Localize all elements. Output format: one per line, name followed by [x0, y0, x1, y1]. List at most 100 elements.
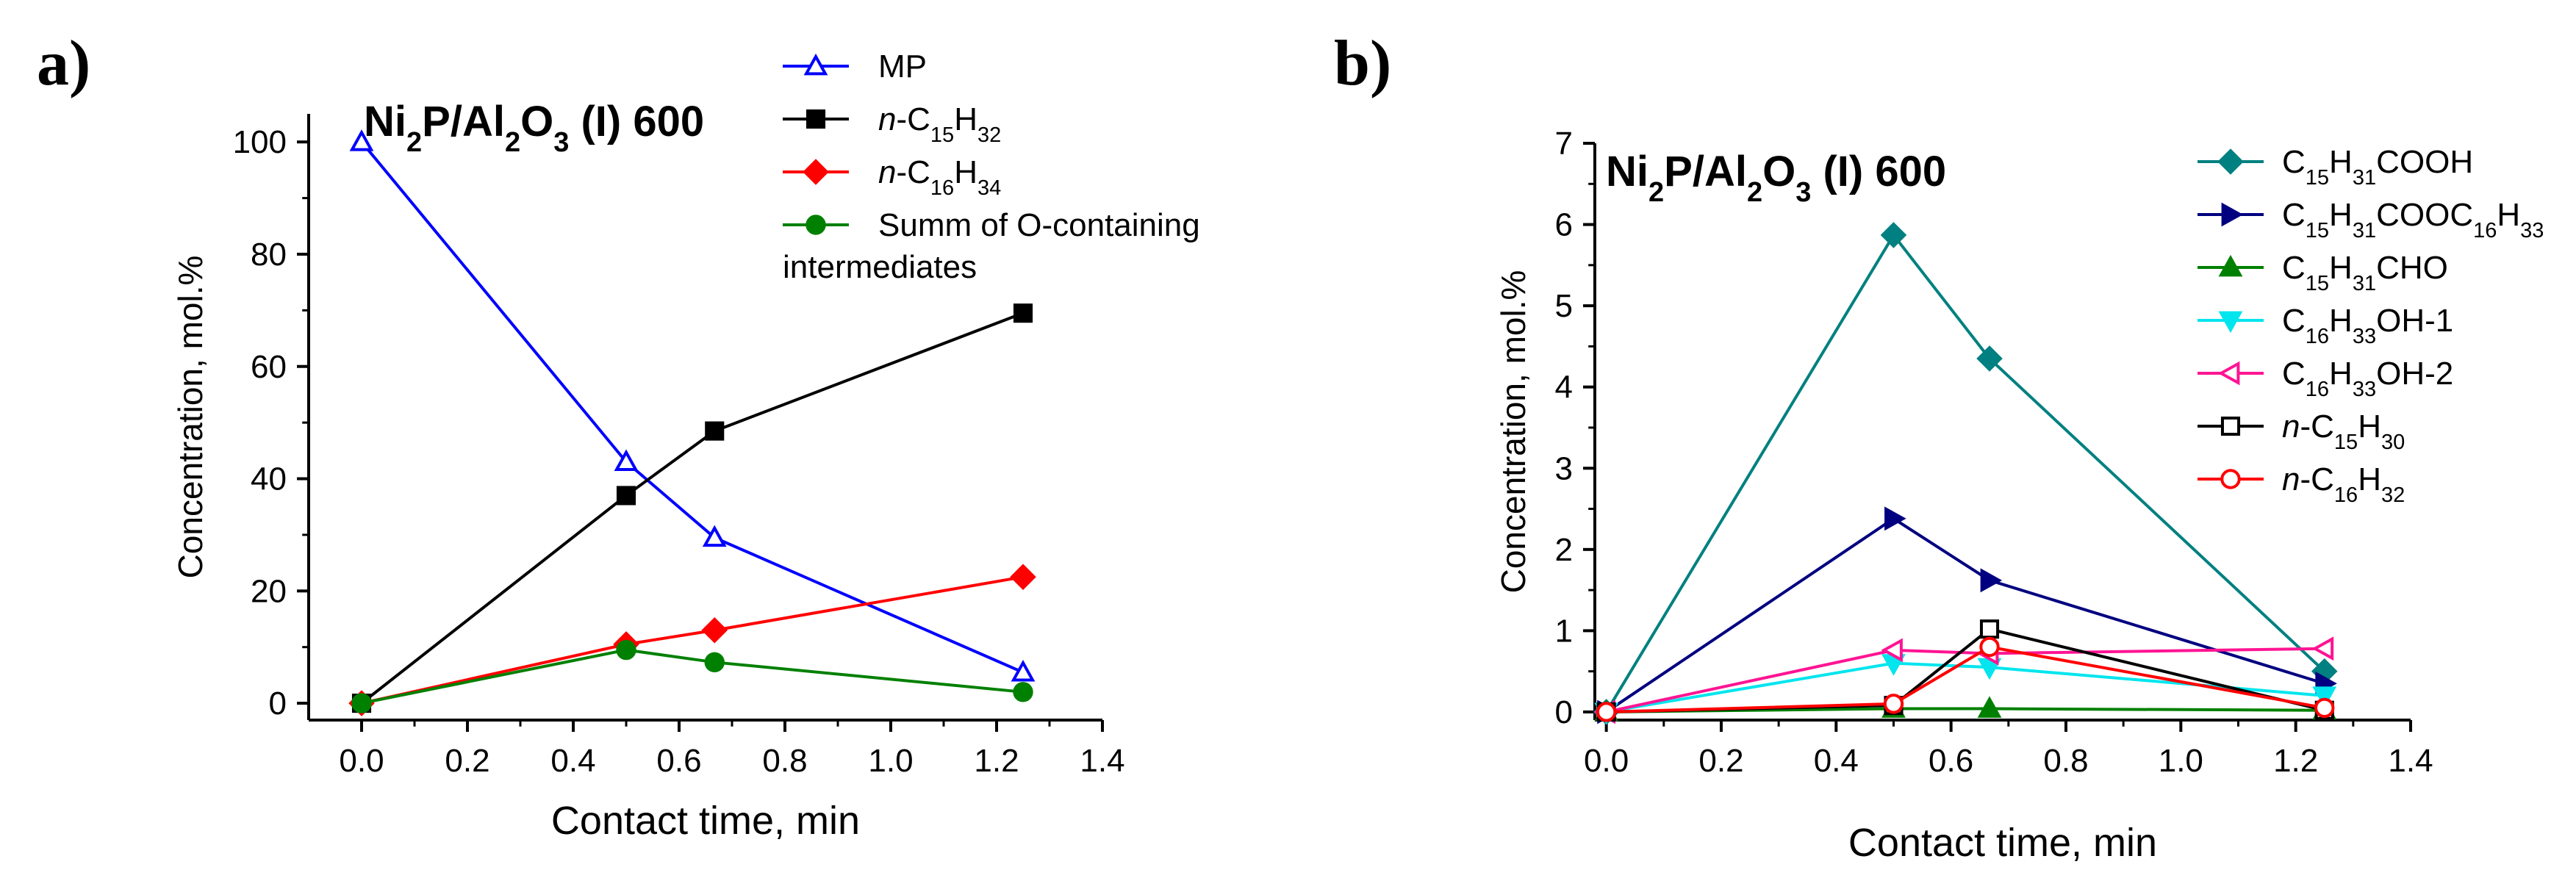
x-tick-label: 0.8 — [762, 743, 807, 779]
x-tick-label: 0.4 — [1814, 743, 1859, 779]
data-point — [349, 129, 374, 151]
data-point — [616, 486, 636, 506]
y-tick-label: 3 — [1555, 450, 1573, 486]
y-axis-label: Concentration, mol.% — [171, 256, 209, 579]
y-tick-label: 1 — [1555, 613, 1573, 649]
y-tick-label: 4 — [1555, 370, 1573, 406]
x-tick-label: 0.2 — [1698, 743, 1743, 779]
legend-label: C15H31CHO — [2282, 250, 2448, 295]
data-point — [705, 421, 725, 441]
legend: C15H31COOH C15H31COOC16H33 C15H31CHO C16H33… — [2198, 144, 2544, 507]
series-line — [1606, 647, 2325, 713]
data-point — [1883, 694, 1904, 714]
x-tick-label: 1.2 — [2273, 743, 2318, 779]
data-point — [1013, 682, 1033, 702]
legend-label: MP — [878, 48, 927, 84]
data-point — [2312, 686, 2337, 708]
legend-marker — [2221, 202, 2244, 227]
legend-label: n-C15H30 — [2282, 409, 2405, 454]
series-3 — [351, 639, 1033, 713]
chart-title: Ni2P/Al2O3 (I) 600 — [364, 98, 704, 158]
y-tick-label: 6 — [1555, 207, 1573, 243]
series-line — [1606, 707, 2325, 713]
legend-marker — [806, 109, 826, 129]
x-tick-label: 0.4 — [550, 743, 595, 779]
y-tick-label: 0 — [269, 686, 287, 722]
data-point — [1881, 638, 1903, 663]
panel-letter: a) — [37, 28, 90, 99]
x-tick-label: 1.2 — [974, 743, 1019, 779]
x-tick-label: 1.0 — [868, 743, 913, 779]
data-point — [1884, 506, 1906, 531]
data-point — [2311, 636, 2334, 661]
y-tick-label: 40 — [251, 461, 287, 497]
data-point — [1010, 564, 1036, 590]
legend-marker — [2218, 254, 2243, 277]
legend: MP n-C15H32 n-C16H34 Summ of O-containing in… — [783, 48, 1200, 285]
x-tick-label: 0.0 — [339, 743, 384, 779]
legend-label: Summ of O-containing — [878, 207, 1200, 243]
legend-marker — [806, 215, 826, 235]
data-point — [1979, 619, 2000, 639]
legend-label: C16H33OH-1 — [2282, 303, 2453, 348]
legend-marker — [803, 159, 829, 185]
data-point — [1976, 345, 2003, 372]
series-line — [361, 648, 1024, 705]
y-tick-label: 60 — [251, 349, 287, 385]
legend-marker — [803, 53, 828, 76]
legend-marker — [2218, 311, 2243, 334]
legend-marker — [2217, 361, 2240, 386]
data-point — [2314, 697, 2335, 719]
series-line — [361, 575, 1024, 705]
series-line — [360, 312, 1024, 705]
legend-marker — [2220, 416, 2241, 436]
series-1 — [351, 303, 1033, 713]
data-point — [1979, 636, 2000, 658]
y-tick-label: 5 — [1555, 288, 1573, 324]
y-tick-label: 80 — [251, 237, 287, 273]
data-point — [701, 616, 728, 644]
legend-label: n-C16H32 — [2282, 461, 2405, 507]
legend-marker — [2220, 469, 2241, 489]
series-2 — [348, 564, 1036, 716]
y-tick-label: 100 — [233, 124, 287, 160]
data-point — [351, 693, 372, 713]
x-tick-label: 0.6 — [656, 743, 701, 779]
panel-letter: b) — [1334, 28, 1391, 99]
legend-label: n-C15H32 — [878, 101, 1001, 147]
series-line — [1606, 661, 2325, 713]
y-tick-label: 2 — [1555, 532, 1573, 568]
data-point — [1980, 568, 2003, 593]
legend-label: C15H31COOC16H33 — [2282, 197, 2544, 242]
x-tick-label: 0.2 — [445, 743, 489, 779]
chart-title: Ni2P/Al2O3 (I) 600 — [1606, 148, 1946, 208]
legend-label: n-C16H34 — [878, 154, 1001, 200]
data-point — [702, 525, 727, 547]
data-point — [1977, 696, 2002, 718]
series-line — [1605, 517, 2325, 713]
x-tick-label: 0.6 — [1929, 743, 1973, 779]
x-tick-label: 1.0 — [2159, 743, 2203, 779]
data-point — [1596, 702, 1617, 722]
series-6 — [1596, 636, 2335, 722]
series-line — [1606, 645, 2325, 713]
y-axis-label: Concentration, mol.% — [1494, 270, 1532, 594]
series-5 — [1596, 619, 2334, 722]
y-tick-label: 20 — [251, 573, 287, 609]
x-tick-label: 1.4 — [2388, 743, 2433, 779]
legend-label: C16H33OH-2 — [2282, 356, 2453, 401]
chart-panel-b: b) 0.0 0.2 0.4 0.6 0.8 1.0 1.2 1.4 0 1 2 3 4 5 6 7 Contac… — [1334, 28, 2544, 865]
chart-panel-a: a) 0.0 0.2 0.4 0.6 0.8 1.0 1.2 1.4 0 20 40 60 80 100 Co… — [37, 28, 1200, 843]
legend-label-cont: intermediates — [783, 249, 977, 285]
x-axis-label: Contact time, min — [1848, 821, 2157, 865]
series-line — [1604, 232, 2326, 713]
legend-marker — [2217, 148, 2244, 175]
x-tick-label: 0.8 — [2043, 743, 2088, 779]
data-point — [616, 639, 636, 661]
x-tick-label: 1.4 — [1080, 743, 1124, 779]
data-point — [704, 652, 725, 673]
y-tick-label: 0 — [1555, 694, 1573, 730]
data-point — [1011, 659, 1036, 682]
legend-label: C15H31COOH — [2282, 144, 2473, 190]
